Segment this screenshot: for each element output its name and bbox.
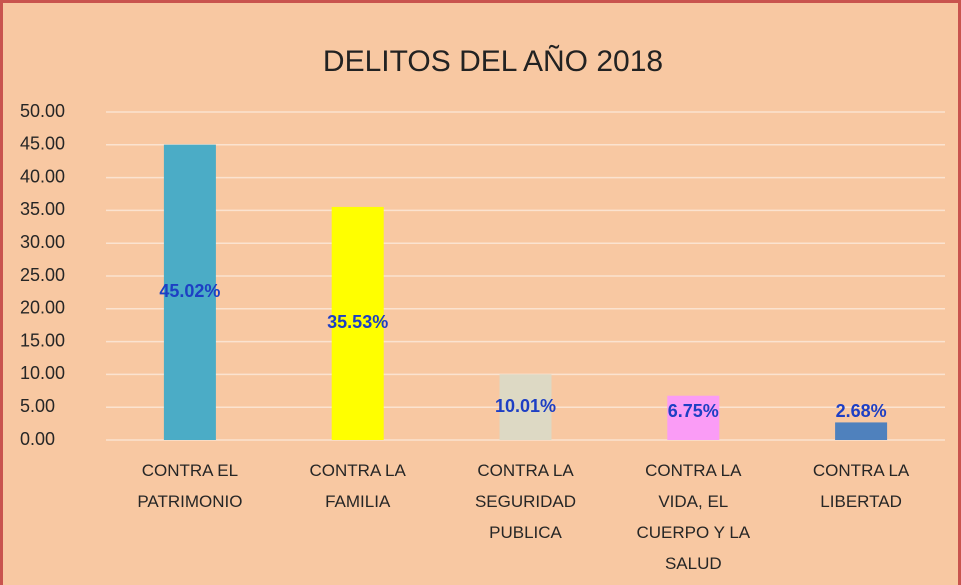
bar: [835, 422, 888, 440]
x-tick-label: CONTRA LA FAMILIA: [309, 461, 406, 511]
value-label: 10.01%: [495, 396, 556, 416]
value-label: 35.53%: [327, 312, 388, 332]
bar: [667, 395, 720, 440]
value-label: 6.75%: [668, 401, 719, 421]
y-tick-label: 20.00: [20, 298, 65, 318]
y-tick-label: 15.00: [20, 330, 65, 350]
y-tick-label: 35.00: [20, 199, 65, 219]
chart-title: DELITOS DEL AÑO 2018: [323, 44, 663, 78]
y-tick-label: 50.00: [20, 101, 65, 121]
x-tick-label: CONTRA LA VIDA, EL CUERPO Y LA SALUD: [636, 461, 751, 573]
y-tick-label: 40.00: [20, 166, 65, 186]
value-label: 2.68%: [836, 401, 887, 421]
y-tick-label: 10.00: [20, 363, 65, 383]
bar: [331, 206, 384, 440]
x-tick-label: CONTRA EL PATRIMONIO: [137, 461, 243, 511]
y-tick-label: 0.00: [20, 429, 55, 449]
chart: DELITOS DEL AÑO 2018 0.00 5.00 10.00 15.00 2…: [20, 44, 945, 449]
y-tick-label: 5.00: [20, 396, 55, 416]
x-tick-label: CONTRA LA LIBERTAD: [812, 461, 910, 511]
value-label: 45.02%: [159, 281, 220, 301]
bar: [163, 144, 216, 440]
y-tick-label: 25.00: [20, 265, 65, 285]
x-tick-label: CONTRA LA SEGURIDAD PUBLICA: [474, 461, 577, 542]
y-tick-label: 30.00: [20, 232, 65, 252]
y-tick-label: 45.00: [20, 134, 65, 154]
bar: [499, 374, 552, 440]
